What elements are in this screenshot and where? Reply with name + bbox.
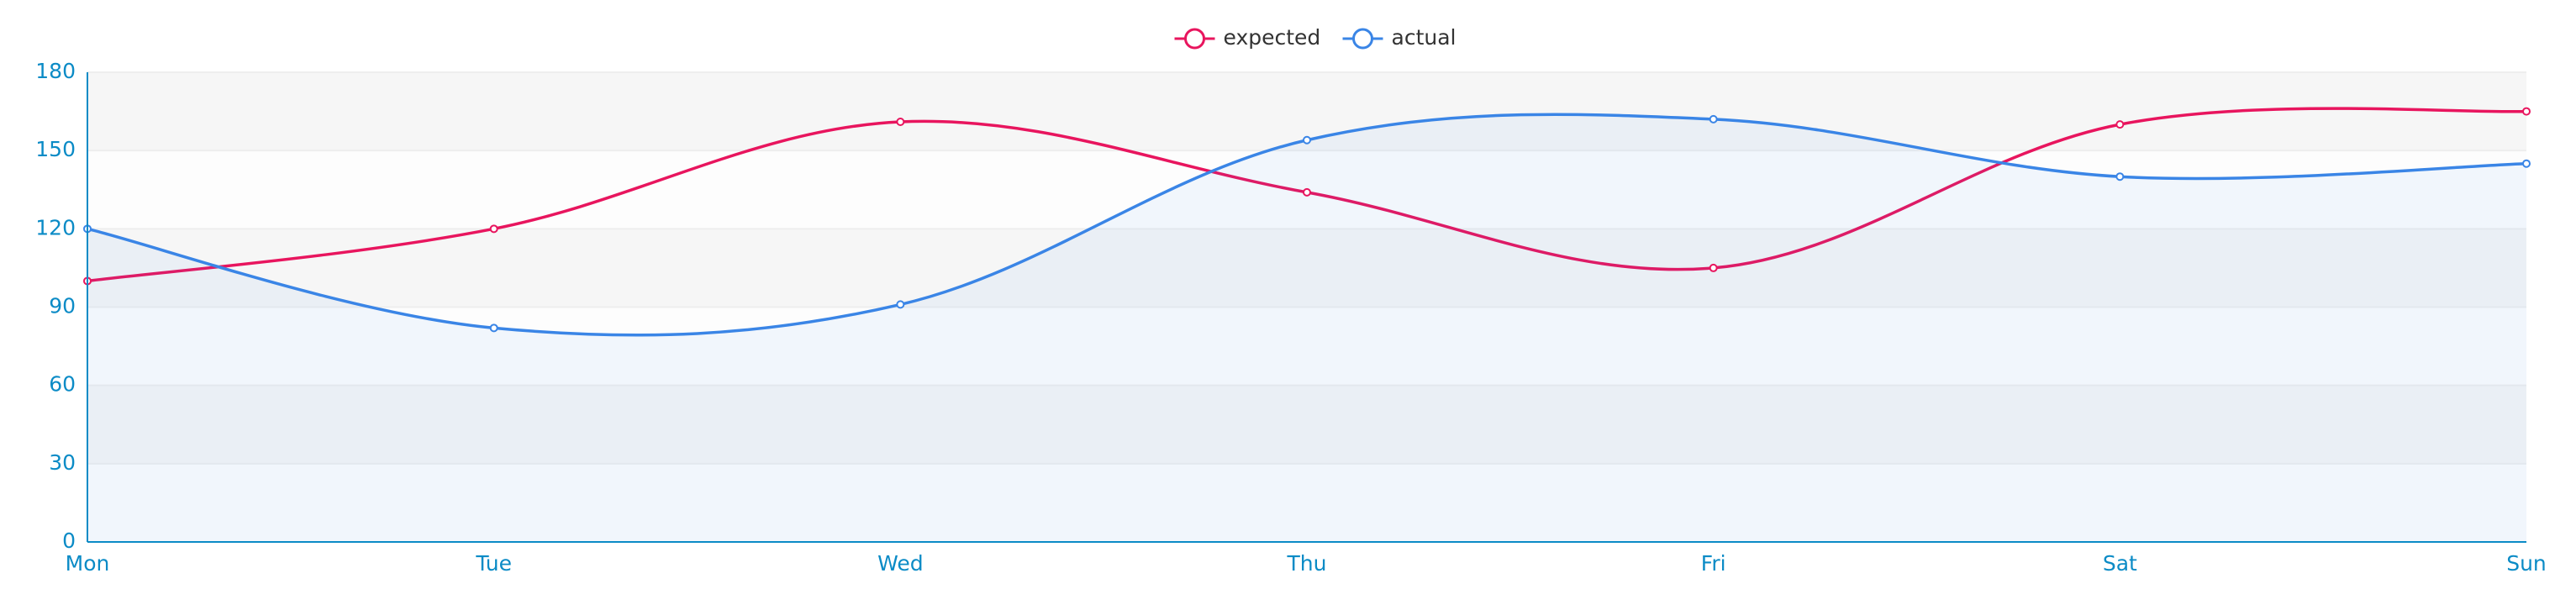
x-tick-label: Sun	[2506, 551, 2547, 576]
data-point	[489, 323, 498, 333]
data-point	[1709, 263, 1718, 272]
data-point	[2115, 172, 2125, 181]
data-point	[1303, 135, 1311, 145]
split-area	[87, 307, 2526, 386]
legend-label: actual	[1392, 25, 1457, 50]
data-point	[1709, 114, 1718, 124]
legend-item[interactable]: actual	[1342, 25, 1457, 50]
data-point	[2115, 120, 2125, 129]
split-area	[87, 463, 2526, 542]
y-tick-label: 0	[62, 528, 76, 553]
data-point	[896, 300, 905, 309]
x-tick-label: Tue	[475, 551, 512, 576]
y-tick-label: 180	[35, 59, 76, 83]
y-tick-label: 150	[35, 137, 76, 161]
data-point	[2522, 159, 2531, 168]
x-tick-label: Fri	[1701, 551, 1726, 576]
split-area	[87, 229, 2526, 308]
y-tick-label: 30	[49, 450, 76, 475]
series-area	[87, 114, 2526, 542]
y-tick-label: 120	[35, 215, 76, 239]
x-tick-label: Thu	[1287, 551, 1327, 576]
legend-item[interactable]: expected	[1174, 25, 1321, 50]
data-point	[2522, 107, 2531, 116]
data-point	[1303, 187, 1311, 197]
legend-label: expected	[1224, 25, 1321, 50]
x-tick-label: Wed	[877, 551, 924, 576]
legend-icon	[1352, 28, 1373, 50]
y-tick-label: 60	[49, 372, 76, 397]
split-area	[87, 385, 2526, 464]
legend-icon	[1184, 28, 1205, 50]
data-point	[896, 118, 905, 127]
data-point	[489, 224, 498, 234]
x-tick-label: Mon	[66, 551, 110, 576]
y-tick-label: 90	[49, 294, 76, 318]
x-tick-label: Sat	[2103, 551, 2137, 576]
